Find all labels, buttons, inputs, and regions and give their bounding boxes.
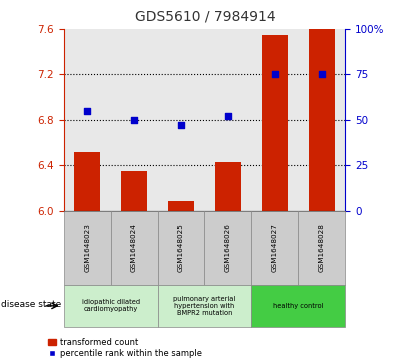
- Text: GSM1648026: GSM1648026: [225, 223, 231, 272]
- Text: disease state: disease state: [1, 299, 61, 309]
- Bar: [262, 35, 288, 211]
- Text: GSM1648027: GSM1648027: [272, 223, 278, 272]
- Text: healthy control: healthy control: [273, 303, 323, 309]
- Text: GDS5610 / 7984914: GDS5610 / 7984914: [135, 9, 276, 23]
- Bar: [121, 171, 147, 211]
- Text: GSM1648025: GSM1648025: [178, 223, 184, 272]
- Point: [319, 72, 325, 77]
- Text: pulmonary arterial
hypertension with
BMPR2 mutation: pulmonary arterial hypertension with BMP…: [173, 296, 236, 316]
- Text: GSM1648028: GSM1648028: [319, 223, 325, 272]
- Bar: [74, 152, 100, 211]
- Bar: [168, 201, 194, 211]
- Legend: transformed count, percentile rank within the sample: transformed count, percentile rank withi…: [47, 337, 203, 359]
- Text: GSM1648024: GSM1648024: [131, 223, 137, 272]
- Point: [272, 72, 278, 77]
- Bar: [215, 162, 241, 211]
- Point: [225, 113, 231, 119]
- Text: GSM1648023: GSM1648023: [84, 223, 90, 272]
- Point: [178, 122, 184, 128]
- Point: [131, 117, 137, 123]
- Bar: [309, 29, 335, 211]
- Point: [84, 108, 90, 114]
- Text: idiopathic dilated
cardiomyopathy: idiopathic dilated cardiomyopathy: [81, 299, 140, 312]
